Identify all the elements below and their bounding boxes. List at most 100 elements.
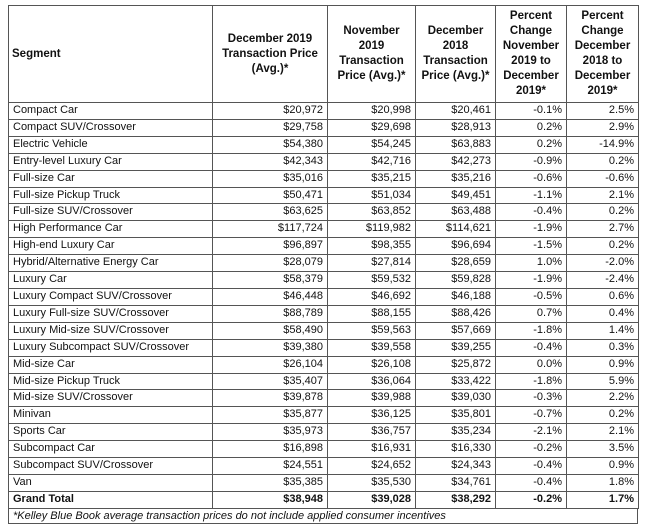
value-cell: $28,079 xyxy=(212,254,328,273)
value-cell: $33,422 xyxy=(415,372,496,391)
value-cell: 2.5% xyxy=(566,102,639,120)
value-cell: $24,652 xyxy=(327,457,416,475)
value-cell: 0.2% xyxy=(566,203,639,222)
value-cell: 0.9% xyxy=(566,355,639,374)
value-cell: $29,758 xyxy=(212,118,328,137)
value-cell: $29,698 xyxy=(327,118,416,137)
value-cell: 0.6% xyxy=(566,287,639,306)
segment-cell: Mid-size SUV/Crossover xyxy=(8,389,213,408)
value-cell: 2.2% xyxy=(566,389,639,408)
value-cell: 0.4% xyxy=(566,304,639,323)
value-cell: $35,215 xyxy=(327,169,416,188)
value-cell: $28,913 xyxy=(415,118,496,137)
value-cell: -0.7% xyxy=(495,406,567,425)
table-row: Sports Car $35,973 $36,757 $35,234 -2.1% 2.1% xyxy=(8,423,639,442)
value-cell: $59,563 xyxy=(327,321,416,340)
value-cell: $16,931 xyxy=(327,440,416,459)
value-cell: 2.1% xyxy=(566,423,639,442)
value-cell: $39,028 xyxy=(327,490,416,509)
column-header: Percent Change December 2018 to December… xyxy=(566,5,639,103)
value-cell: $58,379 xyxy=(212,271,328,289)
segment-cell: Full-size Pickup Truck xyxy=(8,186,213,205)
value-cell: 1.7% xyxy=(566,490,639,509)
value-cell: $63,625 xyxy=(212,203,328,222)
table-row: Electric Vehicle $54,380 $54,245 $63,883 0.2… xyxy=(8,135,639,154)
value-cell: -0.6% xyxy=(566,169,639,188)
value-cell: 2.9% xyxy=(566,118,639,137)
value-cell: $36,757 xyxy=(327,423,416,442)
table-row: Hybrid/Alternative Energy Car $28,079 $27,… xyxy=(8,254,639,273)
value-cell: -0.4% xyxy=(495,473,567,492)
value-cell: 0.0% xyxy=(495,355,567,374)
segment-cell: Grand Total xyxy=(8,490,213,509)
value-cell: $20,461 xyxy=(415,102,496,120)
segment-cell: Luxury Full-size SUV/Crossover xyxy=(8,304,213,323)
value-cell: $20,998 xyxy=(327,102,416,120)
footnote: *Kelley Blue Book average transaction pr… xyxy=(8,508,638,524)
value-cell: $42,716 xyxy=(327,152,416,171)
segment-cell: Full-size SUV/Crossover xyxy=(8,203,213,222)
value-cell: $96,694 xyxy=(415,237,496,256)
value-cell: -1.1% xyxy=(495,186,567,205)
value-cell: -0.2% xyxy=(495,490,567,509)
value-cell: 0.2% xyxy=(566,406,639,425)
column-header: Segment xyxy=(8,5,213,103)
value-cell: $39,988 xyxy=(327,389,416,408)
value-cell: $24,343 xyxy=(415,457,496,475)
segment-cell: Van xyxy=(8,473,213,492)
value-cell: 1.4% xyxy=(566,321,639,340)
value-cell: $88,789 xyxy=(212,304,328,323)
table-row: Luxury Mid-size SUV/Crossover $58,490 $59,… xyxy=(8,321,639,340)
table-row: Subcompact SUV/Crossover $24,551 $24,652 $2… xyxy=(8,457,639,475)
value-cell: 1.8% xyxy=(566,473,639,492)
value-cell: -0.4% xyxy=(495,338,567,357)
value-cell: $63,488 xyxy=(415,203,496,222)
segment-cell: Luxury Mid-size SUV/Crossover xyxy=(8,321,213,340)
value-cell: $36,125 xyxy=(327,406,416,425)
value-cell: $28,659 xyxy=(415,254,496,273)
value-cell: $58,490 xyxy=(212,321,328,340)
value-cell: 0.2% xyxy=(566,152,639,171)
value-cell: $42,343 xyxy=(212,152,328,171)
value-cell: $117,724 xyxy=(212,220,328,239)
value-cell: 1.0% xyxy=(495,254,567,273)
value-cell: -0.9% xyxy=(495,152,567,171)
value-cell: -1.9% xyxy=(495,271,567,289)
value-cell: 0.9% xyxy=(566,457,639,475)
column-header: November 2019 Transaction Price (Avg.)* xyxy=(327,5,416,103)
column-header: December 2019 Transaction Price (Avg.)* xyxy=(212,5,328,103)
value-cell: $88,426 xyxy=(415,304,496,323)
value-cell: 0.3% xyxy=(566,338,639,357)
value-cell: $27,814 xyxy=(327,254,416,273)
segment-cell: Luxury Car xyxy=(8,271,213,289)
segment-cell: Mid-size Pickup Truck xyxy=(8,372,213,391)
value-cell: $96,897 xyxy=(212,237,328,256)
value-cell: 0.2% xyxy=(566,237,639,256)
value-cell: $35,385 xyxy=(212,473,328,492)
segment-cell: High-end Luxury Car xyxy=(8,237,213,256)
value-cell: $63,883 xyxy=(415,135,496,154)
value-cell: -0.5% xyxy=(495,287,567,306)
value-cell: $39,030 xyxy=(415,389,496,408)
table-row: Full-size Car $35,016 $35,215 $35,216 -0.6% -… xyxy=(8,169,639,188)
value-cell: $42,273 xyxy=(415,152,496,171)
value-cell: -1.5% xyxy=(495,237,567,256)
value-cell: -0.2% xyxy=(495,440,567,459)
header-row: Segment December 2019 Transaction Price (… xyxy=(8,5,639,103)
value-cell: $119,982 xyxy=(327,220,416,239)
value-cell: 0.7% xyxy=(495,304,567,323)
value-cell: $51,034 xyxy=(327,186,416,205)
value-cell: $39,558 xyxy=(327,338,416,357)
value-cell: $39,255 xyxy=(415,338,496,357)
value-cell: $24,551 xyxy=(212,457,328,475)
value-cell: $16,330 xyxy=(415,440,496,459)
segment-cell: Hybrid/Alternative Energy Car xyxy=(8,254,213,273)
value-cell: $46,692 xyxy=(327,287,416,306)
value-cell: 0.2% xyxy=(495,135,567,154)
value-cell: $59,828 xyxy=(415,271,496,289)
segment-cell: Entry-level Luxury Car xyxy=(8,152,213,171)
value-cell: -0.3% xyxy=(495,389,567,408)
value-cell: -0.1% xyxy=(495,102,567,120)
value-cell: $38,948 xyxy=(212,490,328,509)
